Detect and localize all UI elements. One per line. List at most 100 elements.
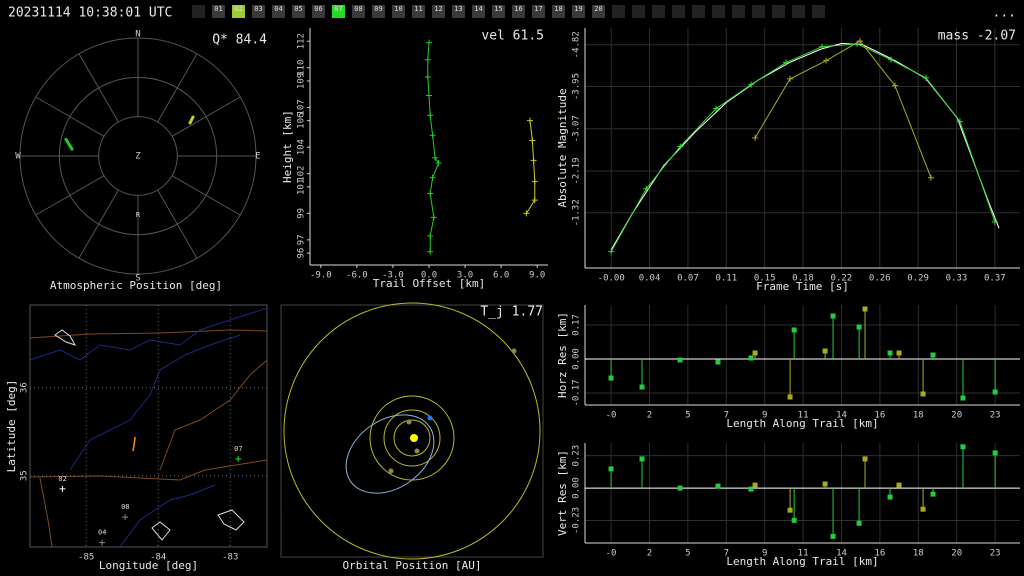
- x-tick-label: 0.04: [639, 274, 661, 284]
- x-tick-label: 14: [836, 549, 847, 559]
- station-box[interactable]: [612, 5, 625, 18]
- station-box[interactable]: [672, 5, 685, 18]
- river: [29, 307, 268, 361]
- menu-button[interactable]: ...: [993, 6, 1016, 21]
- station-box[interactable]: [592, 5, 605, 18]
- earth: [427, 415, 433, 421]
- point-marker: [677, 143, 684, 150]
- station-box[interactable]: [472, 5, 485, 18]
- y-tick-label: 99: [297, 208, 307, 219]
- x-tick-label: 23: [990, 549, 1001, 559]
- x-axis-label: Longitude [deg]: [99, 559, 198, 572]
- point-marker: [529, 137, 536, 144]
- station-box[interactable]: [292, 5, 305, 18]
- stem-marker: [930, 491, 936, 497]
- stem-marker: [887, 494, 893, 500]
- point-marker: [427, 112, 434, 119]
- station-box[interactable]: [712, 5, 725, 18]
- station-box[interactable]: [212, 5, 225, 18]
- station-box[interactable]: [552, 5, 565, 18]
- station-marker: [59, 485, 66, 492]
- station-box[interactable]: [392, 5, 405, 18]
- station-box[interactable]: [572, 5, 585, 18]
- stem-marker: [896, 350, 902, 356]
- stem-marker: [752, 350, 758, 356]
- station-box[interactable]: [272, 5, 285, 18]
- annotation: Q* 84.4: [212, 33, 267, 48]
- x-tick-label: 0.26: [869, 274, 891, 284]
- station-box[interactable]: [532, 5, 545, 18]
- orbit-ring: [383, 409, 441, 467]
- station-box[interactable]: [692, 5, 705, 18]
- point-marker: [531, 197, 538, 204]
- stem-marker: [715, 359, 721, 365]
- direction-label: W: [15, 152, 21, 162]
- x-tick-label: 0.29: [907, 274, 929, 284]
- station-box[interactable]: [792, 5, 805, 18]
- station-box[interactable]: [372, 5, 385, 18]
- station-box[interactable]: [352, 5, 365, 18]
- point-marker: [429, 174, 436, 181]
- station-box[interactable]: [452, 5, 465, 18]
- station-box[interactable]: [812, 5, 825, 18]
- station-label: 07: [234, 445, 242, 453]
- station-box[interactable]: [732, 5, 745, 18]
- y-tick-label: 0.23: [572, 445, 582, 467]
- x-axis-label: Length Along Trail [km]: [726, 417, 878, 430]
- point-marker: [857, 37, 864, 44]
- point-marker: [752, 134, 759, 141]
- timestamp: 20231114 10:38:01 UTC: [8, 6, 172, 21]
- station-box[interactable]: [632, 5, 645, 18]
- station-box[interactable]: [332, 5, 345, 18]
- planet: [388, 468, 394, 474]
- stem-marker: [960, 444, 966, 450]
- station-box[interactable]: [652, 5, 665, 18]
- x-tick-label: -3.0: [382, 271, 404, 281]
- y-axis-label: Absolute Magnitude: [556, 88, 569, 207]
- direction-label: N: [135, 30, 140, 40]
- station-box[interactable]: [312, 5, 325, 18]
- x-tick-label: -83: [222, 553, 238, 563]
- x-tick-label: 0.22: [831, 274, 853, 284]
- x-tick-label: 9.0: [529, 271, 545, 281]
- y-tick-label: 102: [297, 166, 307, 182]
- stem-marker: [920, 391, 926, 397]
- station-box[interactable]: [512, 5, 525, 18]
- station-box[interactable]: [432, 5, 445, 18]
- station-box[interactable]: [752, 5, 765, 18]
- station-label: 16: [514, 5, 522, 13]
- x-tick-label: 0.0: [421, 271, 437, 281]
- station-box[interactable]: [412, 5, 425, 18]
- station-marker: [235, 456, 242, 462]
- x-axis-label: Atmospheric Position [deg]: [50, 279, 222, 292]
- x-tick-label: 0.18: [792, 274, 814, 284]
- station-box[interactable]: [492, 5, 505, 18]
- stem-marker: [748, 486, 754, 492]
- stem-marker: [862, 306, 868, 312]
- station-box[interactable]: [252, 5, 265, 18]
- y-tick-label: 36: [20, 382, 30, 393]
- station-box[interactable]: [192, 5, 205, 18]
- x-tick-label: 18: [913, 549, 924, 559]
- station-label: 09: [374, 5, 382, 13]
- stem-marker: [639, 384, 645, 390]
- streak-point: [188, 121, 192, 125]
- point-marker: [956, 118, 963, 125]
- zenith-label: Z: [135, 152, 141, 162]
- state-border: [159, 359, 268, 471]
- station-label: 18: [554, 5, 562, 13]
- state-border: [39, 477, 53, 548]
- x-tick-label: 18: [913, 411, 924, 421]
- x-tick-label: 5: [685, 549, 690, 559]
- point-marker: [823, 57, 830, 64]
- x-tick-label: 9: [762, 549, 767, 559]
- station-label: 10: [394, 5, 402, 13]
- x-axis-label: Frame Time [s]: [756, 280, 849, 293]
- polar-spoke: [78, 53, 119, 123]
- meteoroid-orbit: [345, 414, 435, 494]
- station-marker: [99, 539, 106, 546]
- station-box[interactable]: [772, 5, 785, 18]
- polar-spoke: [35, 175, 105, 216]
- stem-marker: [608, 466, 614, 472]
- station-box[interactable]: [232, 5, 245, 18]
